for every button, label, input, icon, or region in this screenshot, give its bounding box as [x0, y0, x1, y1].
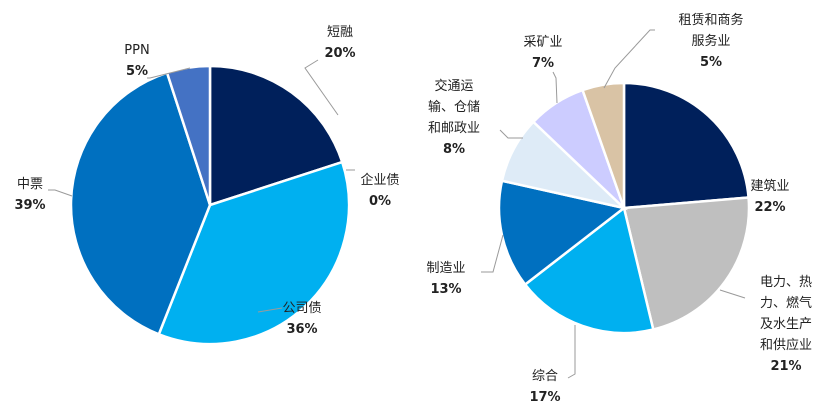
slice-label: 建筑业	[750, 178, 789, 194]
slice-percent-label: 21%	[770, 359, 801, 374]
leader-line	[567, 325, 576, 379]
leader-line	[603, 29, 655, 89]
slice-percent-label: 20%	[324, 46, 355, 61]
leader-line	[719, 289, 746, 299]
leader-line	[481, 234, 504, 273]
slice-label: PPN	[124, 43, 149, 58]
slice-label: 中票	[17, 177, 43, 192]
leader-line	[147, 67, 191, 79]
slice-label: 租赁和商务	[678, 12, 743, 28]
pie-slice	[69, 71, 212, 336]
pie-slice	[523, 205, 655, 335]
leader-line	[499, 129, 523, 139]
leader-line	[48, 189, 73, 197]
leader-line	[304, 59, 339, 116]
slice-label: 采矿业	[523, 35, 562, 50]
slice-label: 输、仓储	[428, 99, 480, 115]
slice-percent-label: 13%	[430, 282, 461, 297]
slice-percent-label: 8%	[443, 142, 465, 157]
slice-label: 企业债	[360, 172, 399, 188]
pie-slice	[157, 160, 351, 346]
slice-label: 交通运	[434, 78, 473, 94]
slice-percent-label: 0%	[369, 194, 391, 209]
slice-label: 及水生产	[760, 317, 812, 332]
slice-label: 公司债	[282, 301, 321, 316]
pie-slice	[497, 179, 627, 287]
slice-label: 服务业	[691, 33, 730, 49]
pie-slice	[208, 64, 344, 207]
slice-percent-label: 22%	[754, 200, 785, 215]
pie-chart-1: 短融 20% 企业债 0% 公司债 36% 中票 39% PPN 5%	[14, 25, 400, 346]
slice-percent-label: 7%	[532, 56, 554, 71]
slice-percent-label: 36%	[286, 322, 317, 337]
leader-line	[552, 71, 558, 104]
slice-label: 电力、热	[760, 275, 812, 290]
pie-slice	[622, 196, 751, 332]
slice-percent-label: 5%	[126, 64, 148, 79]
pie-slice	[622, 81, 750, 210]
slice-label: 力、燃气	[760, 295, 812, 311]
slice-label: 短融	[327, 25, 353, 40]
slice-label: 制造业	[426, 261, 465, 276]
slice-percent-label: 5%	[700, 55, 722, 70]
leader-line	[257, 307, 283, 313]
slice-label: 和邮政业	[428, 121, 480, 136]
slice-percent-label: 17%	[529, 390, 560, 405]
slice-label: 和供应业	[760, 337, 812, 353]
slice-percent-label: 39%	[14, 198, 45, 213]
pie-slice	[165, 64, 212, 206]
pie-slice	[580, 81, 626, 209]
slice-label: 综合	[532, 369, 558, 384]
